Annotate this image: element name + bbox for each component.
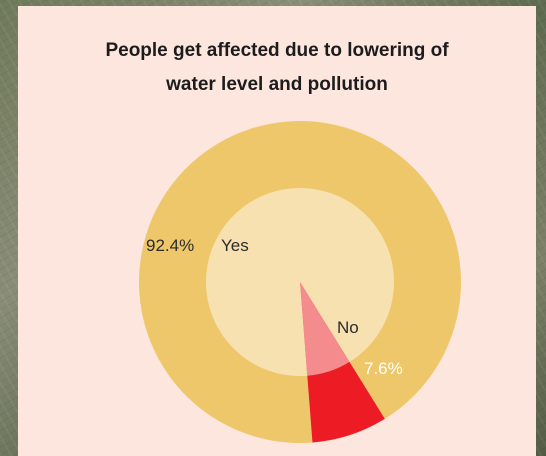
pie-chart: 92.4% Yes No 7.6% [138,121,461,444]
data-label-yes-percent: 92.4% [146,236,194,255]
data-label-no-category: No [337,318,359,337]
chart-title-line-1: People get affected due to lowering of [105,40,449,61]
pie-slice-inner-yes [205,188,394,377]
chart-title: People get affected due to lowering of w… [18,34,536,102]
data-label-no-percent: 7.6% [364,359,403,378]
data-label-yes-category: Yes [221,236,249,255]
chart-panel: People get affected due to lowering of w… [18,6,536,456]
pie-slice-inner-no [300,282,350,376]
chart-title-line-2: water level and pollution [166,74,388,95]
